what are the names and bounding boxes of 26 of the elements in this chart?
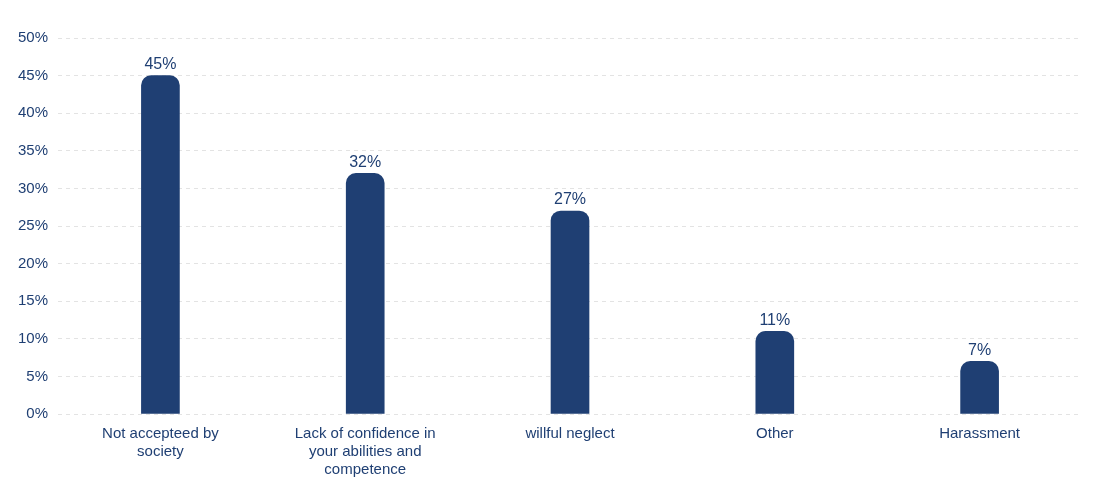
y-tick-label: 20%	[17, 253, 49, 271]
y-tick-label: 45%	[17, 65, 49, 83]
y-tick-label: 30%	[17, 178, 49, 196]
y-tick-label: 25%	[17, 216, 49, 234]
data-label: 7%	[968, 340, 992, 358]
bar	[550, 210, 590, 414]
x-tick-label: willful neglect	[524, 424, 616, 442]
y-tick-label: 50%	[17, 28, 49, 46]
data-label: 11%	[759, 310, 791, 328]
bar	[345, 173, 385, 414]
x-tick-label: Lack of confidence in your abilities and competence	[294, 424, 436, 478]
x-tick-label: Harassment	[939, 424, 1021, 442]
x-tick-label: Not accepteed by society	[102, 424, 220, 460]
bar	[755, 330, 795, 414]
y-tick-label: 10%	[17, 328, 49, 346]
y-tick-label: 5%	[26, 366, 49, 384]
y-tick-label: 35%	[17, 140, 49, 158]
data-label: 45%	[144, 55, 177, 73]
y-tick-label: 15%	[17, 291, 49, 309]
y-tick-label: 40%	[17, 103, 49, 121]
x-tick-label: Other	[756, 424, 794, 442]
data-label: 32%	[349, 152, 382, 170]
bar	[141, 75, 180, 414]
data-label: 27%	[554, 190, 587, 208]
bar	[960, 361, 999, 414]
y-tick-label: 0%	[26, 404, 49, 422]
